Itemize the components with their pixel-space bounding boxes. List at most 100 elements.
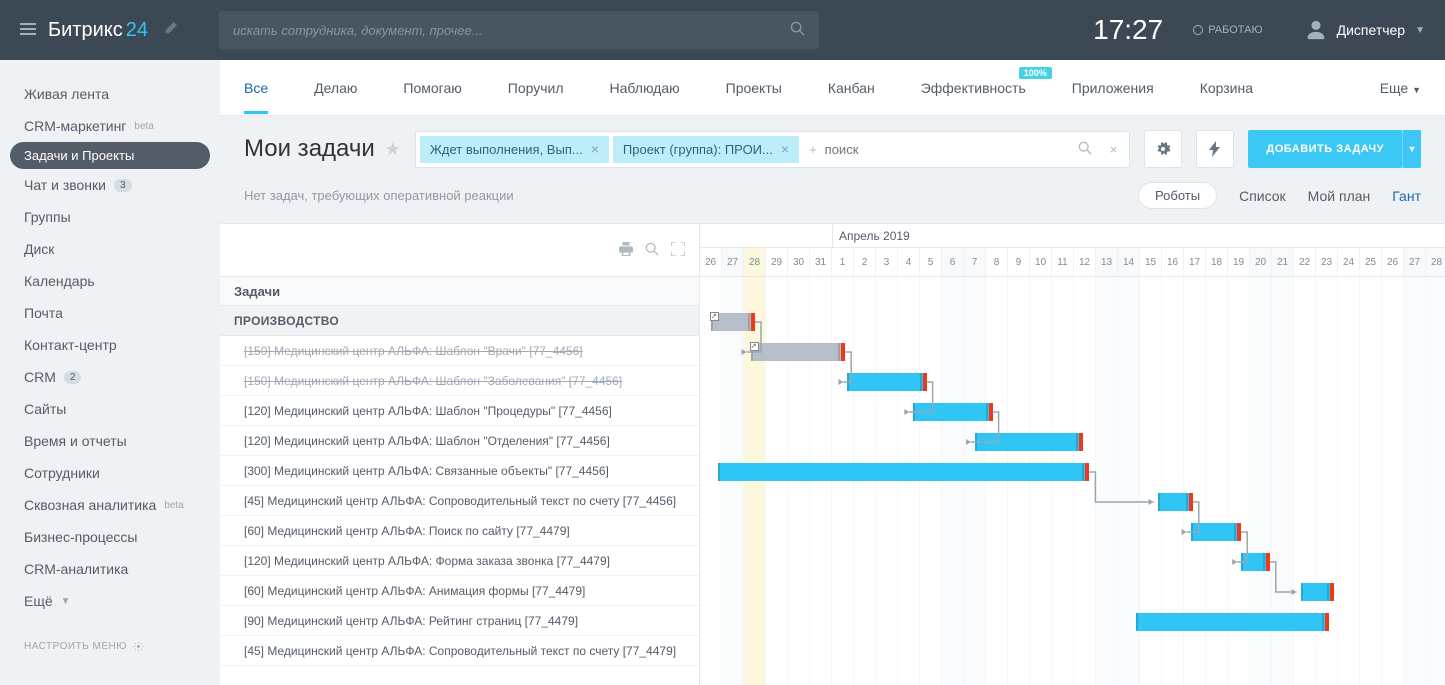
tab[interactable]: Эффективность100% bbox=[921, 63, 1026, 113]
gantt-group-header[interactable]: ПРОИЗВОДСТВО bbox=[220, 306, 699, 336]
subheader: Нет задач, требующих оперативной реакции… bbox=[220, 182, 1445, 223]
gantt-bar[interactable] bbox=[711, 313, 755, 331]
sidebar-item-label: Задачи и Проекты bbox=[24, 148, 134, 163]
task-row[interactable]: [150] Медицинский центр АЛЬФА: Шаблон "З… bbox=[220, 366, 699, 396]
add-task-dropdown[interactable]: ▼ bbox=[1403, 130, 1421, 168]
settings-button[interactable] bbox=[1144, 130, 1182, 168]
sidebar-item[interactable]: CRM-аналитика bbox=[0, 553, 220, 585]
sidebar-item[interactable]: CRM-маркетингbeta bbox=[0, 110, 220, 142]
gantt-bar[interactable] bbox=[751, 343, 846, 361]
task-row[interactable]: [150] Медицинский центр АЛЬФА: Шаблон "В… bbox=[220, 336, 699, 366]
sidebar-item[interactable]: Задачи и Проекты bbox=[10, 142, 210, 169]
star-icon[interactable]: ★ bbox=[385, 139, 401, 160]
tab[interactable]: Все bbox=[244, 63, 268, 113]
gantt-bar[interactable] bbox=[847, 373, 926, 391]
tabs-more[interactable]: Еще ▼ bbox=[1380, 63, 1421, 113]
add-filter-icon[interactable]: + bbox=[803, 142, 821, 157]
tab[interactable]: Проекты bbox=[726, 63, 782, 113]
sidebar-item-label: Почта bbox=[24, 305, 63, 321]
menu-toggle-icon[interactable] bbox=[20, 21, 36, 40]
logo[interactable]: Битрикс 24 bbox=[48, 19, 148, 42]
automation-button[interactable] bbox=[1196, 130, 1234, 168]
zoom-icon[interactable] bbox=[645, 242, 659, 259]
expand-icon[interactable] bbox=[671, 242, 685, 259]
view-gantt[interactable]: Гант bbox=[1392, 188, 1421, 204]
global-search[interactable] bbox=[219, 11, 819, 49]
edit-icon[interactable] bbox=[164, 22, 177, 38]
close-icon[interactable]: × bbox=[781, 142, 789, 156]
day-header: 19 bbox=[1228, 248, 1250, 276]
task-row[interactable]: [45] Медицинский центр АЛЬФА: Сопроводит… bbox=[220, 486, 699, 516]
gantt-bar[interactable] bbox=[1136, 613, 1330, 631]
view-list[interactable]: Список bbox=[1239, 188, 1286, 204]
sidebar-item-label: Календарь bbox=[24, 273, 95, 289]
sidebar-item[interactable]: Контакт-центр bbox=[0, 329, 220, 361]
month-label: Апрель 2019 bbox=[832, 224, 1445, 247]
day-header: 30 bbox=[788, 248, 810, 276]
settings-menu-link[interactable]: НАСТРОИТЬ МЕНЮ bbox=[0, 617, 220, 660]
sidebar-item-label: CRM bbox=[24, 369, 56, 385]
gantt-bar[interactable] bbox=[1158, 493, 1193, 511]
tab[interactable]: Канбан bbox=[828, 63, 875, 113]
sidebar-item[interactable]: Сайты bbox=[0, 393, 220, 425]
print-icon[interactable] bbox=[619, 242, 633, 259]
add-task-wrap: ДОБАВИТЬ ЗАДАЧУ ▼ bbox=[1248, 130, 1421, 168]
tab[interactable]: Поручил bbox=[508, 63, 564, 113]
sidebar-item-label: Бизнес-процессы bbox=[24, 529, 137, 545]
filter-chip-project[interactable]: Проект (группа): ПРОИ...× bbox=[613, 136, 799, 163]
search-icon[interactable] bbox=[790, 21, 805, 39]
sidebar-item[interactable]: Сквозная аналитикаbeta bbox=[0, 489, 220, 521]
close-icon[interactable]: × bbox=[591, 142, 599, 156]
sidebar-item[interactable]: Ещё ▼ bbox=[0, 585, 220, 617]
tab[interactable]: Приложения bbox=[1072, 63, 1154, 113]
day-header: 3 bbox=[876, 248, 898, 276]
day-header: 16 bbox=[1162, 248, 1184, 276]
tab[interactable]: Помогаю bbox=[403, 63, 461, 113]
sidebar-item[interactable]: Диск bbox=[0, 233, 220, 265]
work-status[interactable]: РАБОТАЮ bbox=[1193, 24, 1262, 36]
tab[interactable]: Корзина bbox=[1200, 63, 1253, 113]
beta-label: beta bbox=[164, 500, 183, 511]
sidebar-item[interactable]: Чат и звонки3 bbox=[0, 169, 220, 201]
link-icon bbox=[750, 342, 759, 351]
task-row[interactable]: [60] Медицинский центр АЛЬФА: Поиск по с… bbox=[220, 516, 699, 546]
search-input[interactable] bbox=[233, 23, 790, 38]
sidebar-item[interactable]: Бизнес-процессы bbox=[0, 521, 220, 553]
sidebar-item[interactable]: Время и отчеты bbox=[0, 425, 220, 457]
filter-search-input[interactable] bbox=[825, 142, 1074, 157]
tab[interactable]: Делаю bbox=[314, 63, 357, 113]
gantt-bar[interactable] bbox=[1191, 523, 1242, 541]
filter-chip-status[interactable]: Ждет выполнения, Вып...× bbox=[420, 136, 609, 163]
user-menu[interactable]: Диспетчер ▼ bbox=[1305, 19, 1425, 41]
task-row[interactable]: [120] Медицинский центр АЛЬФА: Форма зак… bbox=[220, 546, 699, 576]
task-row[interactable]: [300] Медицинский центр АЛЬФА: Связанные… bbox=[220, 456, 699, 486]
sidebar-item[interactable]: Группы bbox=[0, 201, 220, 233]
clock: 17:27 bbox=[1093, 14, 1163, 46]
gantt-bar[interactable] bbox=[718, 463, 1090, 481]
sidebar-item[interactable]: CRM2 bbox=[0, 361, 220, 393]
day-header: 22 bbox=[1294, 248, 1316, 276]
gantt-bar[interactable] bbox=[913, 403, 992, 421]
sidebar-item[interactable]: Живая лента bbox=[0, 78, 220, 110]
clear-filter-icon[interactable]: × bbox=[1102, 142, 1126, 157]
view-plan[interactable]: Мой план bbox=[1308, 188, 1371, 204]
day-header: 9 bbox=[1008, 248, 1030, 276]
gantt-bar[interactable] bbox=[975, 433, 1083, 451]
sidebar-item[interactable]: Сотрудники bbox=[0, 457, 220, 489]
sidebar-item-label: Живая лента bbox=[24, 86, 109, 102]
search-icon[interactable] bbox=[1078, 141, 1098, 158]
task-row[interactable]: [120] Медицинский центр АЛЬФА: Шаблон "П… bbox=[220, 396, 699, 426]
gantt-bar[interactable] bbox=[1301, 583, 1334, 601]
task-row[interactable]: [90] Медицинский центр АЛЬФА: Рейтинг ст… bbox=[220, 606, 699, 636]
task-row[interactable]: [120] Медицинский центр АЛЬФА: Шаблон "О… bbox=[220, 426, 699, 456]
day-header: 24 bbox=[1338, 248, 1360, 276]
gantt-bar[interactable] bbox=[1241, 553, 1270, 571]
task-row[interactable]: [45] Медицинский центр АЛЬФА: Сопроводит… bbox=[220, 636, 699, 666]
filter-bar[interactable]: Ждет выполнения, Вып...× Проект (группа)… bbox=[415, 131, 1130, 168]
tab[interactable]: Наблюдаю bbox=[610, 63, 680, 113]
sidebar-item[interactable]: Календарь bbox=[0, 265, 220, 297]
sidebar-item[interactable]: Почта bbox=[0, 297, 220, 329]
add-task-button[interactable]: ДОБАВИТЬ ЗАДАЧУ bbox=[1248, 130, 1403, 168]
robots-button[interactable]: Роботы bbox=[1138, 182, 1217, 209]
task-row[interactable]: [60] Медицинский центр АЛЬФА: Анимация ф… bbox=[220, 576, 699, 606]
